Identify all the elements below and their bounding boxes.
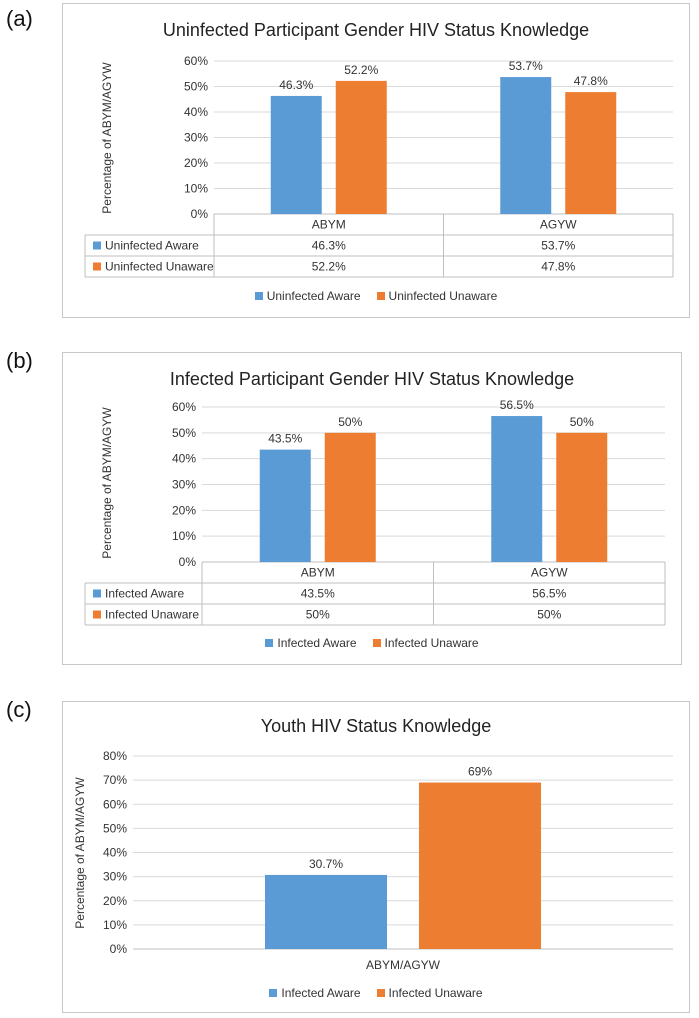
table-row-header: Infected Aware	[105, 587, 184, 601]
y-tick-label: 60%	[184, 54, 208, 68]
y-tick-label: 60%	[103, 797, 127, 811]
y-tick-label: 50%	[103, 821, 127, 835]
chart-b-title: Infected Participant Gender HIV Status K…	[169, 369, 575, 389]
data-label: 56.5%	[500, 398, 534, 412]
table-legend-key	[93, 262, 101, 271]
bar-uninfected-aware	[500, 77, 552, 214]
data-label: 50%	[570, 415, 594, 429]
bar-uninfected-unaware	[565, 92, 617, 214]
y-tick-label: 50%	[172, 426, 196, 440]
bar-uninfected-unaware	[335, 80, 387, 214]
data-label: 50%	[338, 415, 362, 429]
legend-label: Infected Aware	[281, 986, 361, 1000]
y-tick-label: 30%	[172, 478, 196, 492]
bar-infected-unaware	[419, 782, 541, 949]
y-tick-label: 0%	[110, 942, 128, 956]
table-legend-key	[93, 610, 101, 619]
x-tick-label: AGYW	[540, 218, 577, 232]
table-cell: 46.3%	[312, 239, 346, 253]
legend-swatch	[269, 989, 278, 997]
y-tick-label: 0%	[179, 555, 197, 569]
data-label: 69%	[468, 765, 492, 779]
table-cell: 52.2%	[312, 260, 346, 274]
y-tick-label: 10%	[103, 918, 127, 932]
data-label: 30.7%	[309, 857, 343, 871]
bar-infected-aware	[259, 449, 311, 562]
data-label: 47.8%	[574, 74, 608, 88]
table-legend-key	[93, 241, 101, 250]
legend-label: Infected Unaware	[384, 636, 479, 650]
legend-item: Infected Aware	[265, 636, 357, 650]
table-cell: 47.8%	[541, 260, 575, 274]
legend-item: Infected Unaware	[376, 986, 483, 1000]
legend-label: Infected Aware	[277, 636, 357, 650]
legend-swatch	[372, 639, 381, 647]
legend-label: Uninfected Aware	[266, 289, 361, 303]
y-tick-label: 0%	[191, 207, 209, 221]
legend-item: Uninfected Unaware	[376, 289, 498, 303]
data-label: 53.7%	[509, 59, 543, 73]
table-row-header: Infected Unaware	[105, 608, 199, 622]
table-row-header: Uninfected Aware	[105, 239, 199, 253]
bar-infected-aware	[491, 416, 543, 562]
chart-c-legend: Infected Aware Infected Unaware	[63, 986, 689, 1000]
legend-swatch	[254, 292, 263, 300]
bar-infected-aware	[265, 874, 387, 949]
bar-infected-unaware	[556, 432, 608, 562]
chart-c-container: Youth HIV Status Knowledge Percentage of…	[62, 701, 690, 1013]
table-row-header: Uninfected Unaware	[105, 260, 214, 274]
legend-item: Infected Aware	[269, 986, 361, 1000]
table-cell: 43.5%	[301, 587, 335, 601]
data-label: 52.2%	[344, 63, 378, 77]
table-cell: 53.7%	[541, 239, 575, 253]
y-tick-label: 60%	[172, 400, 196, 414]
bar-infected-unaware	[324, 432, 376, 562]
x-tick-label: AGYW	[531, 566, 568, 580]
y-tick-label: 10%	[184, 182, 208, 196]
chart-a-container: Uninfected Participant Gender HIV Status…	[62, 3, 690, 318]
y-tick-label: 20%	[184, 156, 208, 170]
legend-item: Uninfected Aware	[254, 289, 361, 303]
table-cell: 56.5%	[532, 587, 566, 601]
y-tick-label: 20%	[103, 894, 127, 908]
y-tick-label: 40%	[172, 452, 196, 466]
chart-b-plot: 0% 10% 20% 30% 40% 50% 60% 43.5% 50% 56.5% 50% ABYM…	[84, 398, 666, 626]
legend-label: Uninfected Unaware	[388, 289, 498, 303]
x-tick-label: ABYM/AGYW	[366, 958, 441, 972]
table-cell: 50%	[537, 608, 561, 622]
legend-item: Infected Unaware	[372, 636, 479, 650]
chart-c-plot: 0% 10% 20% 30% 40% 50% 60% 70% 80% 30.7% 69% ABYM/A…	[103, 749, 673, 972]
data-label: 43.5%	[268, 432, 302, 446]
x-tick-label: ABYM	[301, 566, 335, 580]
y-tick-label: 40%	[103, 846, 127, 860]
y-tick-label: 70%	[103, 773, 127, 787]
y-tick-label: 50%	[184, 80, 208, 94]
y-tick-label: 10%	[172, 529, 196, 543]
legend-label: Infected Unaware	[388, 986, 483, 1000]
legend-swatch	[376, 292, 385, 300]
x-tick-label: ABYM	[312, 218, 346, 232]
y-tick-label: 30%	[184, 131, 208, 145]
panel-label-c: (c)	[6, 697, 32, 722]
panel-label-b: (b)	[6, 348, 33, 373]
chart-a-legend: Uninfected Aware Uninfected Unaware	[63, 289, 689, 303]
chart-a-plot: 0% 10% 20% 30% 40% 50% 60% 46.3% 52.2% 53.7% 47.8%…	[84, 54, 674, 278]
y-tick-label: 20%	[172, 503, 196, 517]
y-tick-label: 80%	[103, 749, 127, 763]
chart-b-container: Infected Participant Gender HIV Status K…	[62, 352, 682, 665]
bar-uninfected-aware	[270, 95, 322, 214]
chart-c-title: Youth HIV Status Knowledge	[260, 716, 492, 736]
y-tick-label: 40%	[184, 105, 208, 119]
chart-a-title: Uninfected Participant Gender HIV Status…	[162, 20, 590, 40]
legend-swatch	[376, 989, 385, 997]
chart-b-legend: Infected Aware Infected Unaware	[63, 636, 681, 650]
y-tick-label: 30%	[103, 870, 127, 884]
table-legend-key	[93, 589, 101, 598]
legend-swatch	[265, 639, 274, 647]
data-label: 46.3%	[279, 78, 313, 92]
panel-label-a: (a)	[6, 6, 33, 31]
table-cell: 50%	[306, 608, 330, 622]
